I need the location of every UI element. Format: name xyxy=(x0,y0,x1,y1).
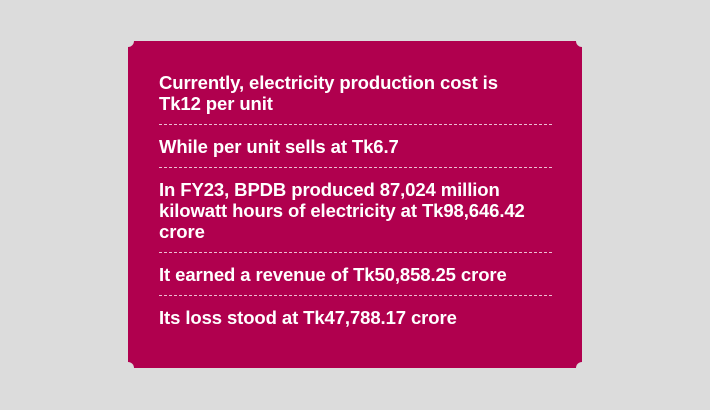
fact-revenue: It earned a revenue of Tk50,858.25 crore xyxy=(159,264,507,285)
facts-card: Currently, electricity production cost i… xyxy=(122,35,588,374)
fact-fy23-production: In FY23, BPDB produced 87,024 million ki… xyxy=(159,179,525,242)
fact-production-cost: Currently, electricity production cost i… xyxy=(159,72,498,114)
corner-notch xyxy=(122,35,134,47)
corner-notch xyxy=(576,35,588,47)
fact-selling-price: While per unit sells at Tk6.7 xyxy=(159,136,399,157)
corner-notch xyxy=(576,362,588,374)
fact-loss: Its loss stood at Tk47,788.17 crore xyxy=(159,307,457,328)
corner-notch xyxy=(122,362,134,374)
dashed-divider xyxy=(159,124,552,125)
dashed-divider xyxy=(159,252,552,253)
dashed-divider xyxy=(159,295,552,296)
dashed-divider xyxy=(159,167,552,168)
